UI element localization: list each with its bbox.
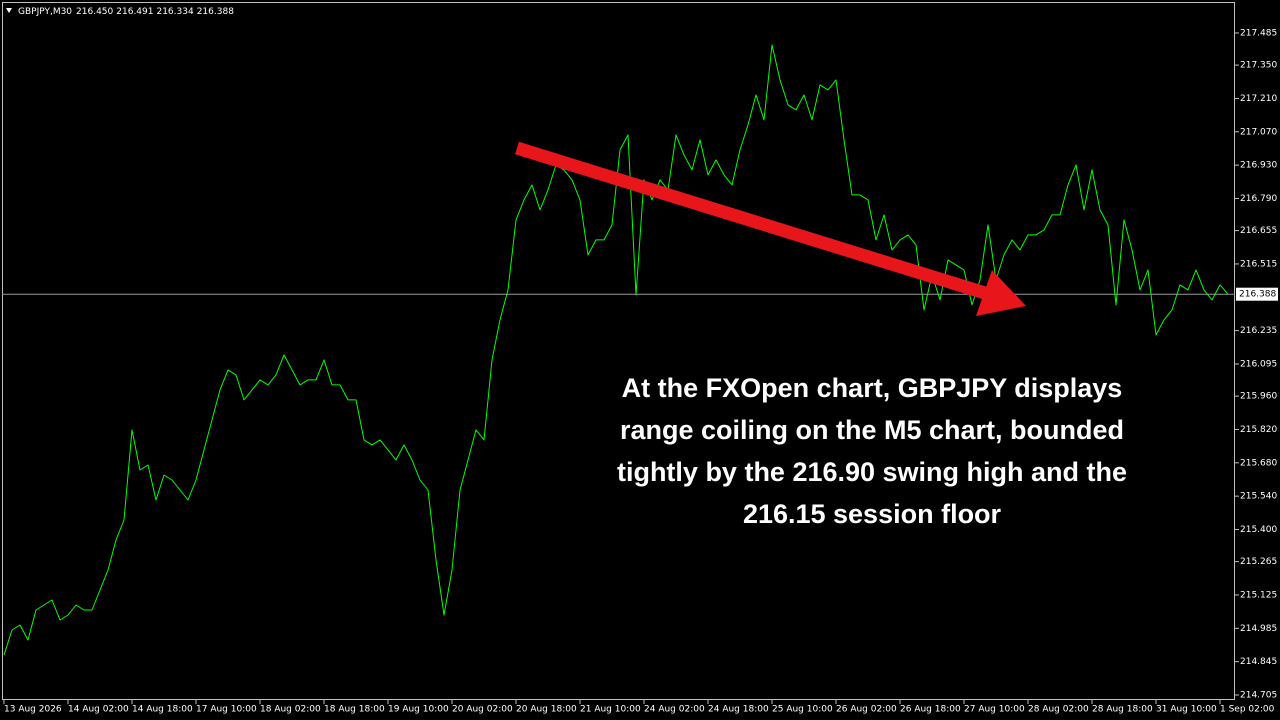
x-tick-label: 25 Aug 10:00 [772,705,833,715]
y-tick-label: 216.095 [1240,359,1277,369]
data-layer: 217.485 217.350 217.210 217.070 216.930 216.7… [2,28,1278,715]
annotation-line: At the FXOpen chart, GBPJPY displays [622,373,1123,403]
y-tick-label: 215.125 [1240,590,1277,600]
symbol: GBPJPY,M30 [18,7,72,17]
ohlc-close: 216.388 [197,7,234,17]
y-tick-label: 214.705 [1240,690,1277,700]
ohlc-high: 216.491 [116,7,153,17]
y-tick-label: 215.680 [1240,458,1277,468]
ohlc-open: 216.450 [76,7,113,17]
annotation-line: range coiling on the M5 chart, bounded [620,415,1124,445]
collapse-icon[interactable] [6,8,12,13]
y-tick-label: 217.210 [1240,94,1277,104]
plot-frame [2,2,1235,700]
y-tick-label: 215.540 [1240,492,1277,502]
y-tick-label: 216.655 [1240,226,1277,236]
y-tick-label: 217.070 [1240,127,1277,137]
x-tick-label: 24 Aug 02:00 [644,705,705,715]
y-tick-label: 216.930 [1240,161,1277,171]
trend-arrow [515,141,1026,316]
y-tick-label: 214.845 [1240,657,1277,667]
x-tick-label: 20 Aug 02:00 [452,705,513,715]
y-tick-label: 216.515 [1240,259,1277,269]
annotation: At the FXOpen chart, GBPJPY displays ran… [617,373,1127,529]
y-tick-label: 215.265 [1240,557,1277,567]
y-tick-label: 215.820 [1240,425,1277,435]
y-tick-label: 216.790 [1240,194,1277,204]
x-tick-label: 31 Aug 10:00 [1156,705,1217,715]
x-tick-label: 24 Aug 18:00 [708,705,769,715]
x-tick-label: 14 Aug 02:00 [68,705,129,715]
y-tick-label: 215.960 [1240,392,1277,402]
x-tick-label: 19 Aug 10:00 [388,705,449,715]
chart-header: GBPJPY,M30 216.450 216.491 216.334 216.388 [18,7,234,17]
y-tick-label: 216.235 [1240,326,1277,336]
x-tick-label: 14 Aug 18:00 [132,705,193,715]
x-tick-label: 26 Aug 02:00 [836,705,897,715]
x-tick-label: 1 Sep 02:00 [1220,705,1275,715]
y-tick-label: 214.985 [1240,624,1277,634]
x-tick-label: 20 Aug 18:00 [516,705,577,715]
x-tick-label: 13 Aug 2026 [4,705,62,715]
y-tick-label: 217.350 [1240,61,1277,71]
annotation-line: 216.15 session floor [743,499,1002,529]
arrow-shaft [515,141,987,300]
x-tick-label: 28 Aug 18:00 [1092,705,1153,715]
last-price-box [1236,287,1278,301]
x-tick-label: 18 Aug 18:00 [324,705,385,715]
x-tick-label: 18 Aug 02:00 [260,705,321,715]
y-tick-label: 217.485 [1240,28,1277,38]
last-price-label: 216.388 [1239,290,1276,300]
ohlc-low: 216.334 [156,7,193,17]
x-tick-label: 17 Aug 10:00 [196,705,257,715]
x-tick-label: 28 Aug 02:00 [1028,705,1089,715]
arrow-head [976,270,1026,316]
y-tick-label: 215.400 [1240,525,1277,535]
price-line [3,44,1229,656]
x-tick-label: 26 Aug 18:00 [900,705,961,715]
x-tick-label: 21 Aug 10:00 [580,705,641,715]
annotation-line: tightly by the 216.90 swing high and the [617,457,1127,487]
x-tick-label: 27 Aug 10:00 [964,705,1025,715]
